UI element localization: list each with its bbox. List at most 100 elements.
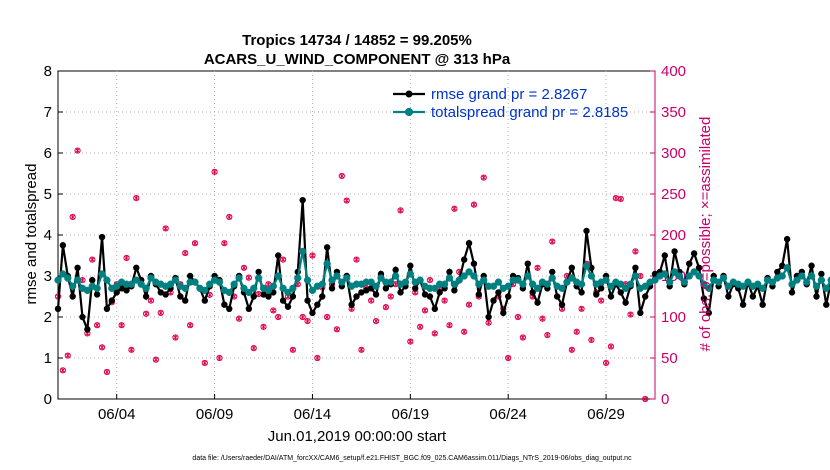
obs-possible-marker [98, 344, 106, 351]
totalspread-point [587, 272, 596, 280]
obs-possible-marker [353, 256, 360, 263]
obs-assimilated-marker [163, 225, 169, 231]
obs-assimilated-marker [89, 257, 95, 263]
obs-assimilated-marker [417, 324, 423, 330]
obs-assimilated-marker [515, 314, 521, 320]
rmse-point [568, 264, 576, 271]
totalspread-point [93, 284, 101, 292]
rmse-point [304, 297, 311, 304]
totalspread-point [563, 278, 571, 286]
obs-assimilated-marker [236, 316, 242, 322]
x-axis-label: Jun.01,2019 00:00:00 start [268, 428, 447, 445]
obs-possible-marker [421, 307, 429, 314]
obs-assimilated-marker [603, 360, 609, 366]
obs-assimilated-marker [481, 175, 487, 181]
totalspread-point [103, 276, 111, 284]
obs-assimilated-marker [383, 304, 389, 310]
obs-possible-marker [480, 174, 487, 181]
y-tick-label-right: 100 [661, 309, 686, 326]
obs-possible-marker [69, 213, 76, 221]
totalspread-point [113, 282, 121, 290]
totalspread-point [372, 282, 380, 290]
rmse-point [637, 309, 644, 317]
rmse-point [162, 291, 169, 298]
obs-assimilated-marker [60, 367, 66, 373]
totalspread-point [289, 284, 297, 292]
rmse-point [739, 301, 747, 308]
rmse-point [319, 293, 326, 300]
totalspread-point [181, 284, 189, 292]
obs-assimilated-marker [65, 353, 71, 359]
totalspread-point [700, 280, 708, 288]
obs-assimilated-marker [486, 320, 492, 326]
obs-assimilated-marker [613, 195, 619, 201]
totalspread-point [602, 276, 610, 284]
obs-assimilated-marker [79, 277, 85, 283]
obs-possible-marker [279, 256, 287, 263]
rmse-point [500, 309, 507, 317]
obs-possible-marker [118, 322, 125, 329]
obs-assimilated-marker [539, 316, 545, 322]
totalspread-point [215, 278, 224, 286]
obs-possible-marker [299, 313, 306, 321]
obs-assimilated-marker [446, 322, 452, 328]
rmse-point [309, 309, 316, 317]
y-tick-label-left: 6 [44, 145, 52, 162]
obs-possible-marker [465, 301, 473, 308]
obs-assimilated-marker [427, 277, 433, 283]
y-axis-label-right: # of obs: o=possible; ×=assimilated [697, 117, 714, 352]
obs-assimilated-marker [300, 314, 306, 320]
totalspread-point [641, 282, 649, 290]
rmse-point [686, 260, 693, 267]
rmse-point [475, 291, 483, 298]
totalspread-point [254, 274, 263, 282]
rmse-point [578, 289, 585, 296]
totalspread-point [445, 274, 454, 282]
obs-assimilated-marker [579, 306, 585, 312]
totalspread-point [788, 280, 796, 288]
totalspread-point [514, 276, 522, 284]
obs-assimilated-marker [290, 347, 296, 353]
rmse-point [813, 293, 820, 300]
rmse-point [504, 293, 512, 300]
obs-possible-marker [446, 322, 453, 329]
obs-assimilated-marker [549, 239, 555, 245]
obs-assimilated-marker [221, 240, 227, 246]
obs-possible-marker [191, 240, 199, 247]
totalspread-point [695, 272, 703, 280]
obs-assimilated-marker [70, 214, 76, 220]
obs-possible-marker [372, 318, 380, 325]
totalspread-point [59, 270, 67, 278]
obs-assimilated-marker [344, 198, 350, 204]
totalspread-point [235, 274, 243, 282]
obs-assimilated-marker [642, 396, 648, 402]
obs-assimilated-marker [388, 293, 394, 300]
obs-possible-marker [142, 310, 150, 317]
obs-assimilated-marker [261, 324, 267, 330]
totalspread-point [54, 276, 62, 284]
rmse-point [226, 305, 233, 312]
obs-possible-marker [607, 343, 615, 350]
totalspread-point [568, 274, 576, 282]
obs-assimilated-marker [104, 369, 110, 375]
rmse-point [823, 301, 830, 308]
obs-possible-marker [201, 359, 208, 367]
rmse-point [177, 293, 184, 300]
obs-possible-marker [250, 345, 257, 352]
totalspread-point [739, 282, 747, 290]
rmse-point [465, 239, 473, 247]
rmse-point [93, 291, 101, 298]
obs-assimilated-marker [505, 355, 511, 361]
rmse-point [323, 244, 331, 251]
obs-possible-marker [123, 254, 130, 262]
totalspread-point [279, 284, 287, 292]
rmse-point [705, 309, 713, 317]
x-tick-label: 06/14 [294, 406, 332, 423]
obs-possible-marker [632, 248, 639, 255]
rmse-point [407, 262, 414, 269]
totalspread-point [460, 272, 468, 280]
rmse-point [372, 291, 380, 298]
rmse-point [690, 250, 698, 257]
obs-possible-marker [642, 395, 649, 403]
